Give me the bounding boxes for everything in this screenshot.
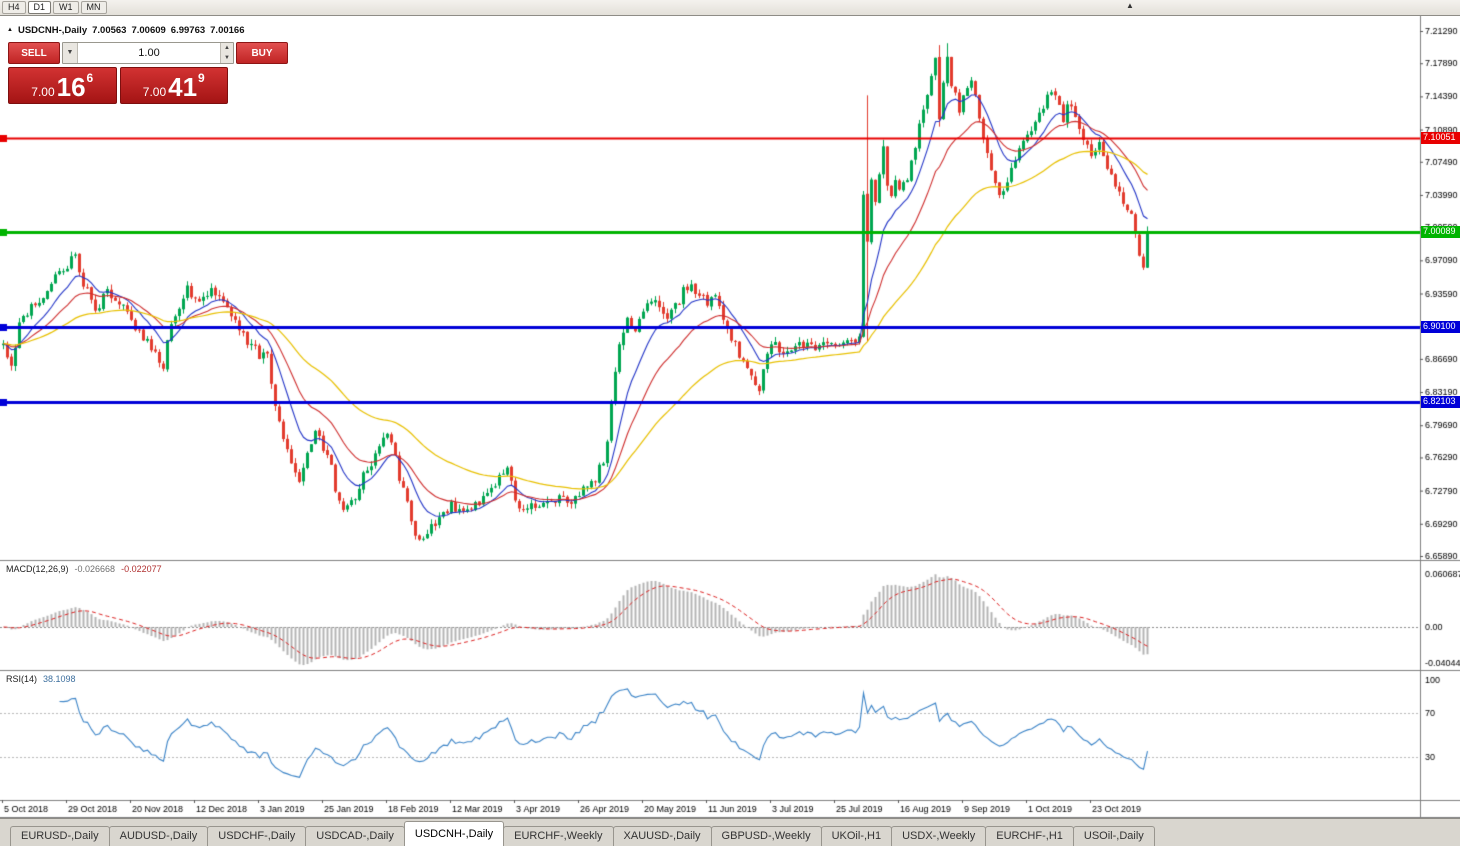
chart-tab-bar: EURUSD-,Daily AUDUSD-,Daily USDCHF-,Dail…	[0, 818, 1460, 846]
buy-price-big: 41	[168, 72, 198, 102]
tab-eurchf-weekly[interactable]: EURCHF-,Weekly	[503, 826, 614, 846]
buy-price-prefix: 7.00	[142, 85, 167, 99]
tab-usdx-weekly[interactable]: USDX-,Weekly	[891, 826, 987, 846]
chart-open-value: 7.00563	[92, 25, 127, 36]
timeframe-w1-button[interactable]: W1	[53, 1, 79, 14]
volume-input[interactable]	[78, 43, 220, 63]
sell-price-big: 16	[56, 72, 86, 102]
sell-price-prefix: 7.00	[31, 85, 55, 99]
chart-symbol-label: USDCNH-,Daily	[17, 25, 88, 36]
volume-control: ▼ ▲ ▼	[62, 42, 234, 64]
price-line-label-pivot[interactable]: 7.00089	[1421, 225, 1460, 238]
buy-button[interactable]: BUY	[236, 42, 288, 64]
rsi-value: 38.1098	[43, 674, 76, 684]
spinner-down-icon[interactable]: ▼	[224, 55, 230, 61]
tab-ukoil-h1[interactable]: UKOil-,H1	[820, 826, 893, 846]
chart-low-value: 6.99763	[170, 25, 206, 36]
buy-price-sup: 9	[198, 71, 205, 85]
scroll-to-end-icon[interactable]: ▲	[1126, 1, 1134, 10]
tab-usdchf-daily[interactable]: USDCHF-,Daily	[207, 826, 307, 846]
timeframe-h4-button[interactable]: H4	[2, 1, 26, 14]
chart-high-value: 7.00609	[131, 25, 166, 36]
tab-audusd-daily[interactable]: AUDUSD-,Daily	[108, 826, 209, 846]
timeframe-toolbar: H4 D1 W1 MN ▲	[0, 0, 1460, 16]
chart-ohlc-header: ▲ USDCNH-,Daily 7.00563 7.00609 6.99763 …	[7, 25, 244, 36]
timeframe-mn-button[interactable]: MN	[80, 1, 107, 14]
macd-indicator-label: MACD(12,26,9) -0.026668 -0.022077	[6, 564, 162, 574]
volume-spinner[interactable]: ▲ ▼	[220, 43, 233, 63]
tab-usdcad-daily[interactable]: USDCAD-,Daily	[305, 826, 405, 846]
spinner-up-icon[interactable]: ▲	[224, 45, 230, 51]
timeframe-d1-button[interactable]: D1	[27, 1, 52, 14]
macd-title: MACD(12,26,9)	[6, 564, 69, 574]
price-line-label-support2[interactable]: 6.82103	[1421, 396, 1460, 409]
rsi-title: RSI(14)	[6, 674, 38, 684]
rsi-indicator-label: RSI(14) 38.1098	[6, 674, 76, 684]
macd-signal-value: -0.022077	[121, 564, 162, 574]
tab-usoil-daily[interactable]: USOil-,Daily	[1072, 826, 1155, 846]
chart-area: ▲ USDCNH-,Daily 7.00563 7.00609 6.99763 …	[0, 16, 1460, 818]
sell-price-display[interactable]: 7.00 16 6	[8, 67, 117, 104]
expand-icon[interactable]: ▲	[7, 27, 13, 33]
volume-dropdown-icon[interactable]: ▼	[63, 43, 78, 63]
tab-usdcnh-daily[interactable]: USDCNH-,Daily	[403, 821, 505, 846]
sell-price-sup: 6	[86, 71, 94, 85]
chart-close-value: 7.00166	[210, 25, 245, 36]
buy-price-display[interactable]: 7.00 41 9	[119, 67, 228, 104]
price-chart-canvas[interactable]	[0, 16, 1460, 818]
sell-button[interactable]: SELL	[8, 42, 60, 64]
tab-gbpusd-weekly[interactable]: GBPUSD-,Weekly	[710, 826, 822, 846]
price-line-label-support1[interactable]: 6.90100	[1421, 320, 1460, 333]
tab-eurusd-daily[interactable]: EURUSD-,Daily	[10, 826, 110, 846]
tab-eurchf-h1[interactable]: EURCHF-,H1	[985, 826, 1074, 846]
tab-xauusd-daily[interactable]: XAUUSD-,Daily	[612, 826, 712, 846]
price-line-label-resistance[interactable]: 7.10051	[1421, 131, 1460, 144]
macd-main-value: -0.026668	[74, 564, 116, 574]
